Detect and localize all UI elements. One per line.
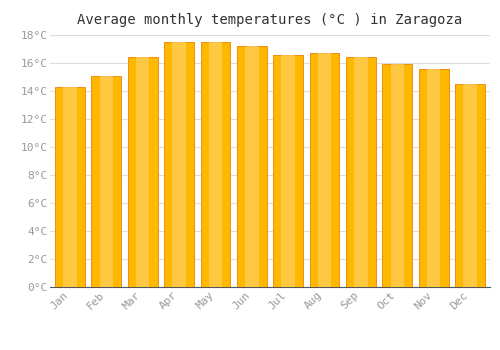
Bar — [318, 53, 332, 287]
Bar — [354, 57, 368, 287]
Bar — [55, 87, 85, 287]
Bar — [100, 76, 113, 287]
Bar — [208, 42, 222, 287]
Bar — [390, 64, 404, 287]
Bar — [427, 69, 440, 287]
Bar — [282, 55, 295, 287]
Title: Average monthly temperatures (°C ) in Zaragoza: Average monthly temperatures (°C ) in Za… — [78, 13, 462, 27]
Bar — [136, 57, 149, 287]
Bar — [464, 84, 476, 287]
Bar — [92, 76, 122, 287]
Bar — [310, 53, 340, 287]
Bar — [164, 42, 194, 287]
Bar — [237, 46, 266, 287]
Bar — [245, 46, 258, 287]
Bar — [418, 69, 448, 287]
Bar — [382, 64, 412, 287]
Bar — [128, 57, 158, 287]
Bar — [455, 84, 485, 287]
Bar — [172, 42, 186, 287]
Bar — [274, 55, 303, 287]
Bar — [200, 42, 230, 287]
Bar — [346, 57, 376, 287]
Bar — [64, 87, 76, 287]
